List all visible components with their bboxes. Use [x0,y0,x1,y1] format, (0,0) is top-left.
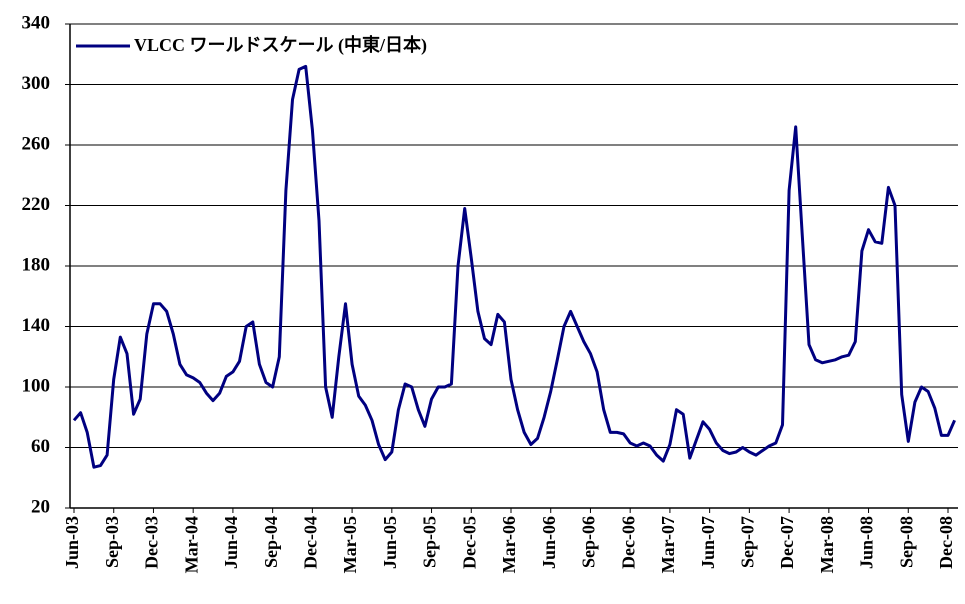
y-tick-label: 180 [22,254,51,275]
x-tick-label: Dec-06 [618,516,638,569]
legend-label: VLCC ワールドスケール (中東/日本) [134,34,427,56]
x-tick-label: Mar-07 [658,516,678,573]
y-tick-label: 140 [22,315,51,336]
y-tick-label: 100 [22,375,51,396]
x-tick-label: Sep-08 [896,516,916,568]
x-tick-label: Jun-06 [539,516,559,569]
y-tick-label: 300 [22,73,51,94]
y-tick-label: 260 [22,133,51,154]
x-tick-label: Sep-05 [420,516,440,568]
x-tick-label: Jun-04 [221,516,241,569]
legend-box [72,26,527,66]
x-tick-label: Jun-07 [698,516,718,569]
y-tick-label: 340 [22,12,51,33]
x-tick-label: Dec-08 [936,516,956,569]
y-tick-label: 60 [31,436,50,457]
x-tick-label: Jun-05 [380,516,400,569]
x-tick-label: Dec-07 [777,516,797,569]
x-tick-label: Dec-03 [142,516,162,569]
x-tick-label: Jun-08 [857,516,877,569]
x-tick-label: Mar-08 [817,516,837,573]
x-tick-label: Sep-06 [579,516,599,568]
x-tick-label: Mar-06 [499,516,519,573]
x-tick-label: Dec-04 [300,516,320,569]
x-tick-label: Jun-03 [62,516,82,569]
y-tick-label: 20 [31,496,50,517]
x-tick-label: Dec-05 [459,516,479,569]
data-line [72,64,956,469]
x-tick-label: Mar-05 [340,516,360,573]
y-tick-label: 220 [22,194,51,215]
x-tick-label: Sep-04 [261,516,281,568]
x-tick-label: Sep-03 [102,516,122,568]
x-tick-label: Sep-07 [737,516,757,568]
x-tick-label: Mar-04 [181,516,201,573]
